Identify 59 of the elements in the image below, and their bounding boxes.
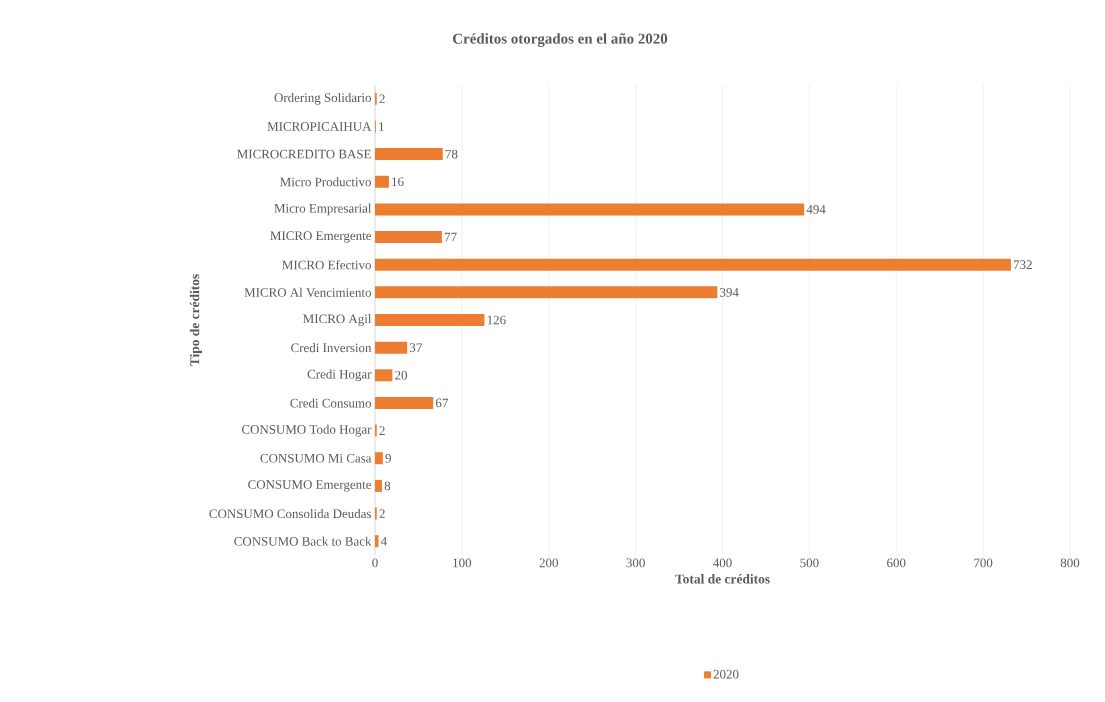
y-tick-label: Credi Hogar xyxy=(307,369,372,382)
x-tick-label: 700 xyxy=(974,558,993,568)
chart-title: Créditos otorgados en el año 2020 xyxy=(453,33,668,47)
bar xyxy=(375,369,393,382)
data-label: 494 xyxy=(806,205,826,214)
y-tick-label: Credi Consumo xyxy=(290,398,371,408)
y-tick-label: MICROCREDITO BASE xyxy=(237,149,371,159)
x-tick-label: 200 xyxy=(539,558,558,568)
y-tick-label: Micro Productivo xyxy=(280,177,371,187)
data-label: 78 xyxy=(445,149,458,159)
y-tick-label: Credi Inversion xyxy=(291,343,372,353)
bar xyxy=(375,231,442,244)
y-tick-label: MICRO Emergente xyxy=(270,231,372,243)
data-label: 37 xyxy=(409,343,422,352)
bar xyxy=(375,314,485,326)
data-label: 2 xyxy=(379,94,385,104)
bar xyxy=(375,479,382,492)
data-label: 9 xyxy=(385,453,391,463)
x-tick-label: 800 xyxy=(1060,558,1080,568)
y-tick-label: MICRO Al Vencimiento xyxy=(244,287,372,297)
data-label: 16 xyxy=(392,177,404,187)
data-label: 126 xyxy=(487,315,506,325)
bar xyxy=(375,148,443,161)
y-axis-title: Tipo de créditos xyxy=(189,274,203,366)
bar xyxy=(375,396,434,409)
y-tick-label: MICRO Efectivo xyxy=(282,260,371,270)
data-label: 77 xyxy=(444,232,457,242)
x-tick-label: 300 xyxy=(626,558,645,568)
x-tick-label: 600 xyxy=(887,558,906,568)
data-label: 20 xyxy=(395,370,408,380)
x-tick-label: 100 xyxy=(453,558,472,568)
y-tick-label: CONSUMO Consolida Deudas xyxy=(209,508,371,519)
data-label: 67 xyxy=(435,398,448,408)
y-tick-label: MICROPICAIHUA xyxy=(267,122,372,131)
y-tick-label: MICRO Agil xyxy=(303,314,372,326)
y-tick-label: Ordering Solidario xyxy=(274,92,371,105)
y-tick-label: Micro Empresarial xyxy=(274,203,372,216)
y-tick-label: CONSUMO Todo Hogar xyxy=(241,424,372,437)
bar xyxy=(375,341,408,354)
x-tick-label: 500 xyxy=(800,558,819,568)
data-label: 2 xyxy=(379,509,385,518)
x-tick-label: 400 xyxy=(713,558,732,568)
data-label: 2 xyxy=(379,426,385,435)
data-label: 8 xyxy=(384,481,391,491)
y-tick-label: CONSUMO Mi Casa xyxy=(260,453,372,463)
x-tick-label: 0 xyxy=(372,558,378,568)
legend-label: 2020 xyxy=(713,669,739,679)
x-axis-title: Total de créditos xyxy=(675,574,770,584)
data-label: 1 xyxy=(379,122,384,131)
y-tick-label: CONSUMO Back to Back xyxy=(234,536,372,546)
bar xyxy=(375,452,383,465)
y-tick-label: CONSUMO Emergente xyxy=(248,480,372,492)
data-label: 732 xyxy=(1013,260,1032,270)
data-label: 394 xyxy=(720,288,739,297)
bar xyxy=(375,286,718,299)
data-label: 4 xyxy=(380,536,387,546)
bar xyxy=(375,203,805,216)
bar xyxy=(375,175,389,188)
bar xyxy=(375,258,1011,271)
